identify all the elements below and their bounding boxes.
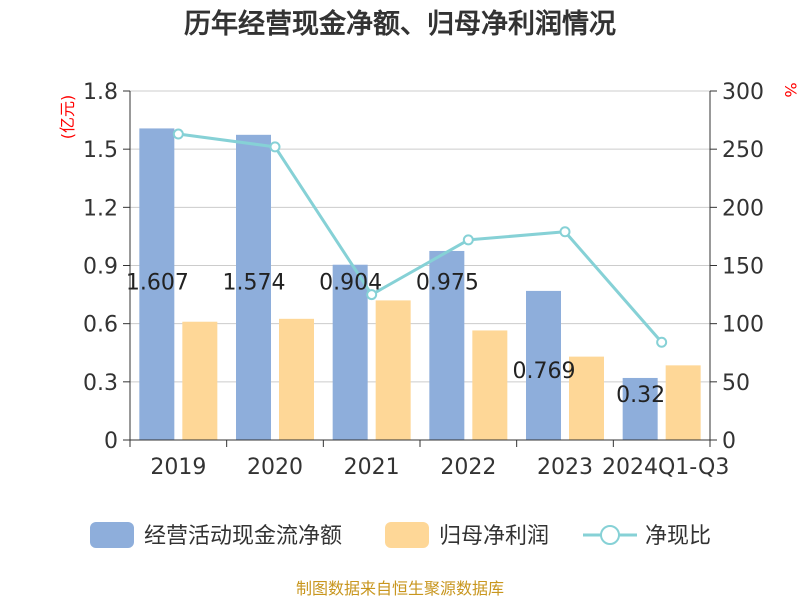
left-axis-unit: (亿元) (58, 95, 77, 140)
left-axis-tick-label: 1.8 (83, 80, 118, 105)
legend-label-net-profit: 归母净利润 (439, 524, 549, 549)
x-axis-tick-label: 2023 (537, 455, 593, 480)
ratio-point (172, 128, 184, 140)
x-axis-tick-label: 2022 (440, 455, 496, 480)
legend-label-cash-flow: 经营活动现金流净额 (144, 524, 342, 549)
left-axis-tick-label: 1.5 (83, 138, 118, 163)
left-axis-tick-label: 0.6 (83, 313, 118, 338)
ratio-line (172, 128, 668, 348)
ratio-point (656, 336, 668, 348)
ratio-point (559, 226, 571, 238)
right-axis-tick-label: 200 (722, 196, 764, 221)
bars (139, 128, 701, 440)
ratio-point (462, 234, 474, 246)
data-label-cash-flow: 1.574 (223, 271, 286, 296)
right-axis-tick-label: 0 (722, 429, 736, 454)
x-axis-tick-label: 2024Q1-Q3 (602, 455, 729, 480)
right-axis-tick-label: 50 (722, 371, 750, 396)
bar-cash-flow (526, 290, 561, 440)
bar-cash-flow (139, 128, 175, 440)
bar-cash-flow (332, 264, 368, 440)
right-axis-tick-label: 300 (722, 80, 764, 105)
left-axis-tick-label: 0 (104, 429, 118, 454)
source-note: 制图数据来自恒生聚源数据库 (296, 579, 504, 598)
axes: 0 0.3 0.6 0.9 1.2 1.5 1.8 0 50 100 150 200 250 300 201… (83, 80, 764, 480)
data-label-cash-flow: 1.607 (126, 271, 189, 296)
left-axis-tick-label: 0.3 (83, 371, 118, 396)
ratio-line-path (178, 132, 663, 344)
legend-label-ratio: 净现比 (645, 524, 711, 549)
bar-net-profit (279, 318, 314, 440)
legend-swatch-net-profit (385, 522, 429, 548)
x-axis-tick-label: 2019 (150, 455, 206, 480)
data-label-cash-flow: 0.904 (319, 271, 382, 296)
left-axis-tick-label: 1.2 (83, 196, 118, 221)
x-axis-tick-label: 2020 (247, 455, 303, 480)
gridlines (130, 90, 710, 383)
data-label-cash-flow: 0.975 (416, 271, 479, 296)
bar-cash-flow (429, 250, 465, 440)
data-label-cash-flow: 0.769 (513, 359, 576, 384)
bar-cash-flow (622, 377, 658, 440)
data-labels: 1.607 1.574 0.904 0.975 0.769 0.32 (126, 271, 665, 408)
bar-net-profit (665, 365, 701, 440)
right-axis-tick-label: 250 (722, 138, 764, 163)
data-label-cash-flow: 0.32 (616, 383, 665, 408)
bar-cash-flow (236, 134, 271, 440)
right-axis-tick-label: 150 (722, 255, 764, 280)
bar-net-profit (182, 321, 218, 440)
bar-net-profit (375, 300, 411, 440)
chart-title: 历年经营现金净额、归母净利润情况 (184, 8, 616, 40)
legend-swatch-marker (600, 525, 620, 545)
ratio-point (366, 289, 378, 301)
bar-net-profit (472, 330, 508, 440)
legend-swatch-cash-flow (90, 522, 134, 548)
right-axis-tick-label: 100 (722, 313, 764, 338)
x-axis-tick-label: 2021 (344, 455, 400, 480)
bar-net-profit (569, 356, 604, 440)
legend: 经营活动现金流净额 归母净利润 净现比 (90, 522, 711, 549)
ratio-point (269, 141, 281, 153)
right-axis-unit: % (781, 82, 800, 97)
left-axis-tick-label: 0.9 (83, 255, 118, 280)
